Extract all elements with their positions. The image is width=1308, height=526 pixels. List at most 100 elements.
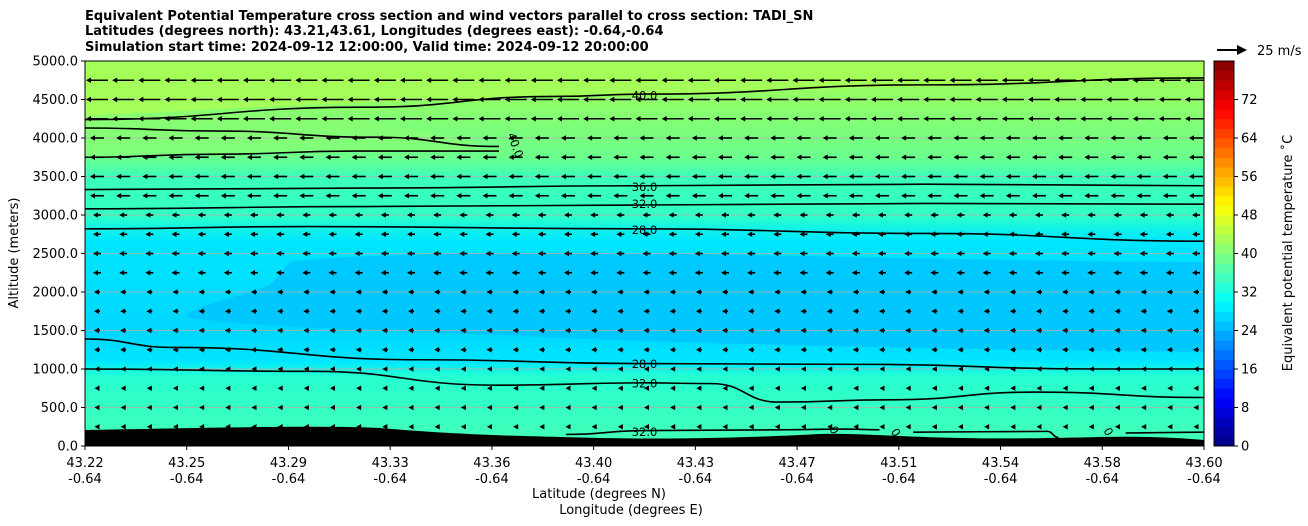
wind-vector-head (591, 327, 597, 334)
x-tick-label-lon: -0.64 (1187, 472, 1221, 487)
wind-vector-head (173, 385, 178, 392)
wind-vector-head (407, 269, 412, 276)
wind-vector-head (609, 115, 615, 122)
wind-vector-head (120, 346, 126, 353)
wind-vector-head (714, 77, 719, 84)
wind-vector-head (695, 308, 701, 315)
wind-vector-head (1166, 327, 1172, 334)
wind-vector-head (513, 385, 519, 392)
wind-vector-head (538, 289, 544, 295)
x-tick-label-lon: -0.64 (882, 472, 916, 487)
wind-vector-head (853, 366, 859, 372)
wind-vector-head (905, 423, 911, 430)
wind-vector-head (668, 269, 674, 276)
wind-vector-head (851, 212, 857, 218)
wind-vector-head (355, 346, 361, 353)
wind-vector-head (302, 212, 308, 218)
wind-vector-head (851, 250, 857, 257)
colorbar-step (1214, 186, 1234, 197)
wind-vector-head (299, 192, 305, 199)
x-tick-label-lon: -0.64 (679, 472, 713, 487)
wind-vector-head (643, 289, 649, 295)
wind-vector-head (303, 346, 309, 353)
wind-vector-head (565, 366, 571, 372)
wind-vector-head (1114, 308, 1120, 315)
wind-vector-head (1193, 404, 1199, 411)
wind-vector-head (116, 173, 122, 180)
wind-vector-head (1139, 250, 1145, 257)
wind-vector-head (930, 269, 936, 276)
wind-vector-head (355, 327, 361, 334)
wind-vector-head (1036, 404, 1042, 411)
colorbar-label: Equivalent potential temperature ˚C (1280, 135, 1296, 371)
wind-vector-head (1088, 423, 1094, 430)
wind-vector-head (818, 115, 824, 122)
x-tick-label-lat: 43.36 (473, 456, 510, 471)
wind-vector-head (90, 192, 95, 199)
wind-vector-head (223, 212, 229, 218)
wind-vector-head (1136, 192, 1142, 199)
wind-vector-head (220, 173, 226, 180)
wind-vector-head (982, 269, 988, 276)
wind-vector-head (1165, 250, 1171, 257)
wind-vector-head (800, 327, 806, 334)
colorbar-step (1214, 234, 1234, 245)
wind-vector-head (695, 327, 701, 334)
wind-vector-head (146, 346, 152, 353)
wind-vector-head (404, 154, 409, 161)
wind-vector-head (851, 269, 857, 276)
wind-vector-head (744, 135, 750, 141)
wind-vector-head (844, 115, 850, 122)
wind-vector-head (897, 115, 903, 122)
wind-vector-head (173, 404, 178, 411)
wind-vector-head (635, 77, 641, 84)
wind-vector-head (511, 231, 517, 238)
wind-vector-head (434, 385, 440, 392)
wind-vector-head (539, 366, 545, 372)
wind-vector-head (1062, 423, 1068, 430)
wind-vector-head (86, 96, 91, 103)
wind-vector-head (373, 77, 379, 84)
wind-vector-head (773, 250, 779, 257)
wind-vector-head (696, 366, 702, 372)
colorbar-step (1214, 118, 1234, 129)
wind-vector-head (220, 154, 226, 161)
wind-vector-head (1088, 346, 1094, 353)
contour-label-group: 36.0 (632, 180, 658, 194)
wind-vector-head (1087, 212, 1093, 218)
wind-vector-head (721, 231, 726, 238)
wind-vector-head (168, 154, 174, 161)
wind-vector-head (1028, 77, 1033, 84)
wind-vector-head (979, 192, 985, 199)
wind-vector-head (407, 212, 412, 218)
wind-vector-head (251, 385, 257, 392)
wind-vector-head (1110, 135, 1116, 141)
wind-vector-head (747, 231, 753, 238)
wind-vector-head (822, 192, 828, 199)
wind-vector-head (931, 423, 937, 430)
wind-vector-head (1061, 269, 1067, 276)
wind-vector-head (669, 346, 675, 353)
colorbar-tick-label: 40 (1241, 247, 1258, 262)
contour-line-36 (85, 183, 1204, 191)
contour-line-32 (85, 202, 1204, 210)
colorbar-step (1214, 272, 1234, 283)
wind-vector-head (591, 346, 597, 353)
wind-vector-head (639, 135, 645, 141)
wind-vector-head (347, 77, 353, 84)
wind-vector-head (94, 327, 99, 334)
wind-vector-head (879, 289, 884, 295)
wind-vector-head (1140, 308, 1146, 315)
wind-vector-head (905, 308, 911, 315)
wind-vector-head (1185, 77, 1190, 84)
colorbar-step (1214, 61, 1234, 72)
wind-vector-head (534, 192, 540, 199)
wind-vector-head (119, 250, 125, 257)
y-tick-label: 3000.0 (33, 209, 79, 224)
wind-vector-head (871, 115, 876, 122)
wind-vector-head (825, 212, 831, 218)
wind-vector-head (1035, 212, 1040, 218)
wind-vector-head (243, 96, 248, 103)
wind-vector-head (1189, 135, 1194, 141)
